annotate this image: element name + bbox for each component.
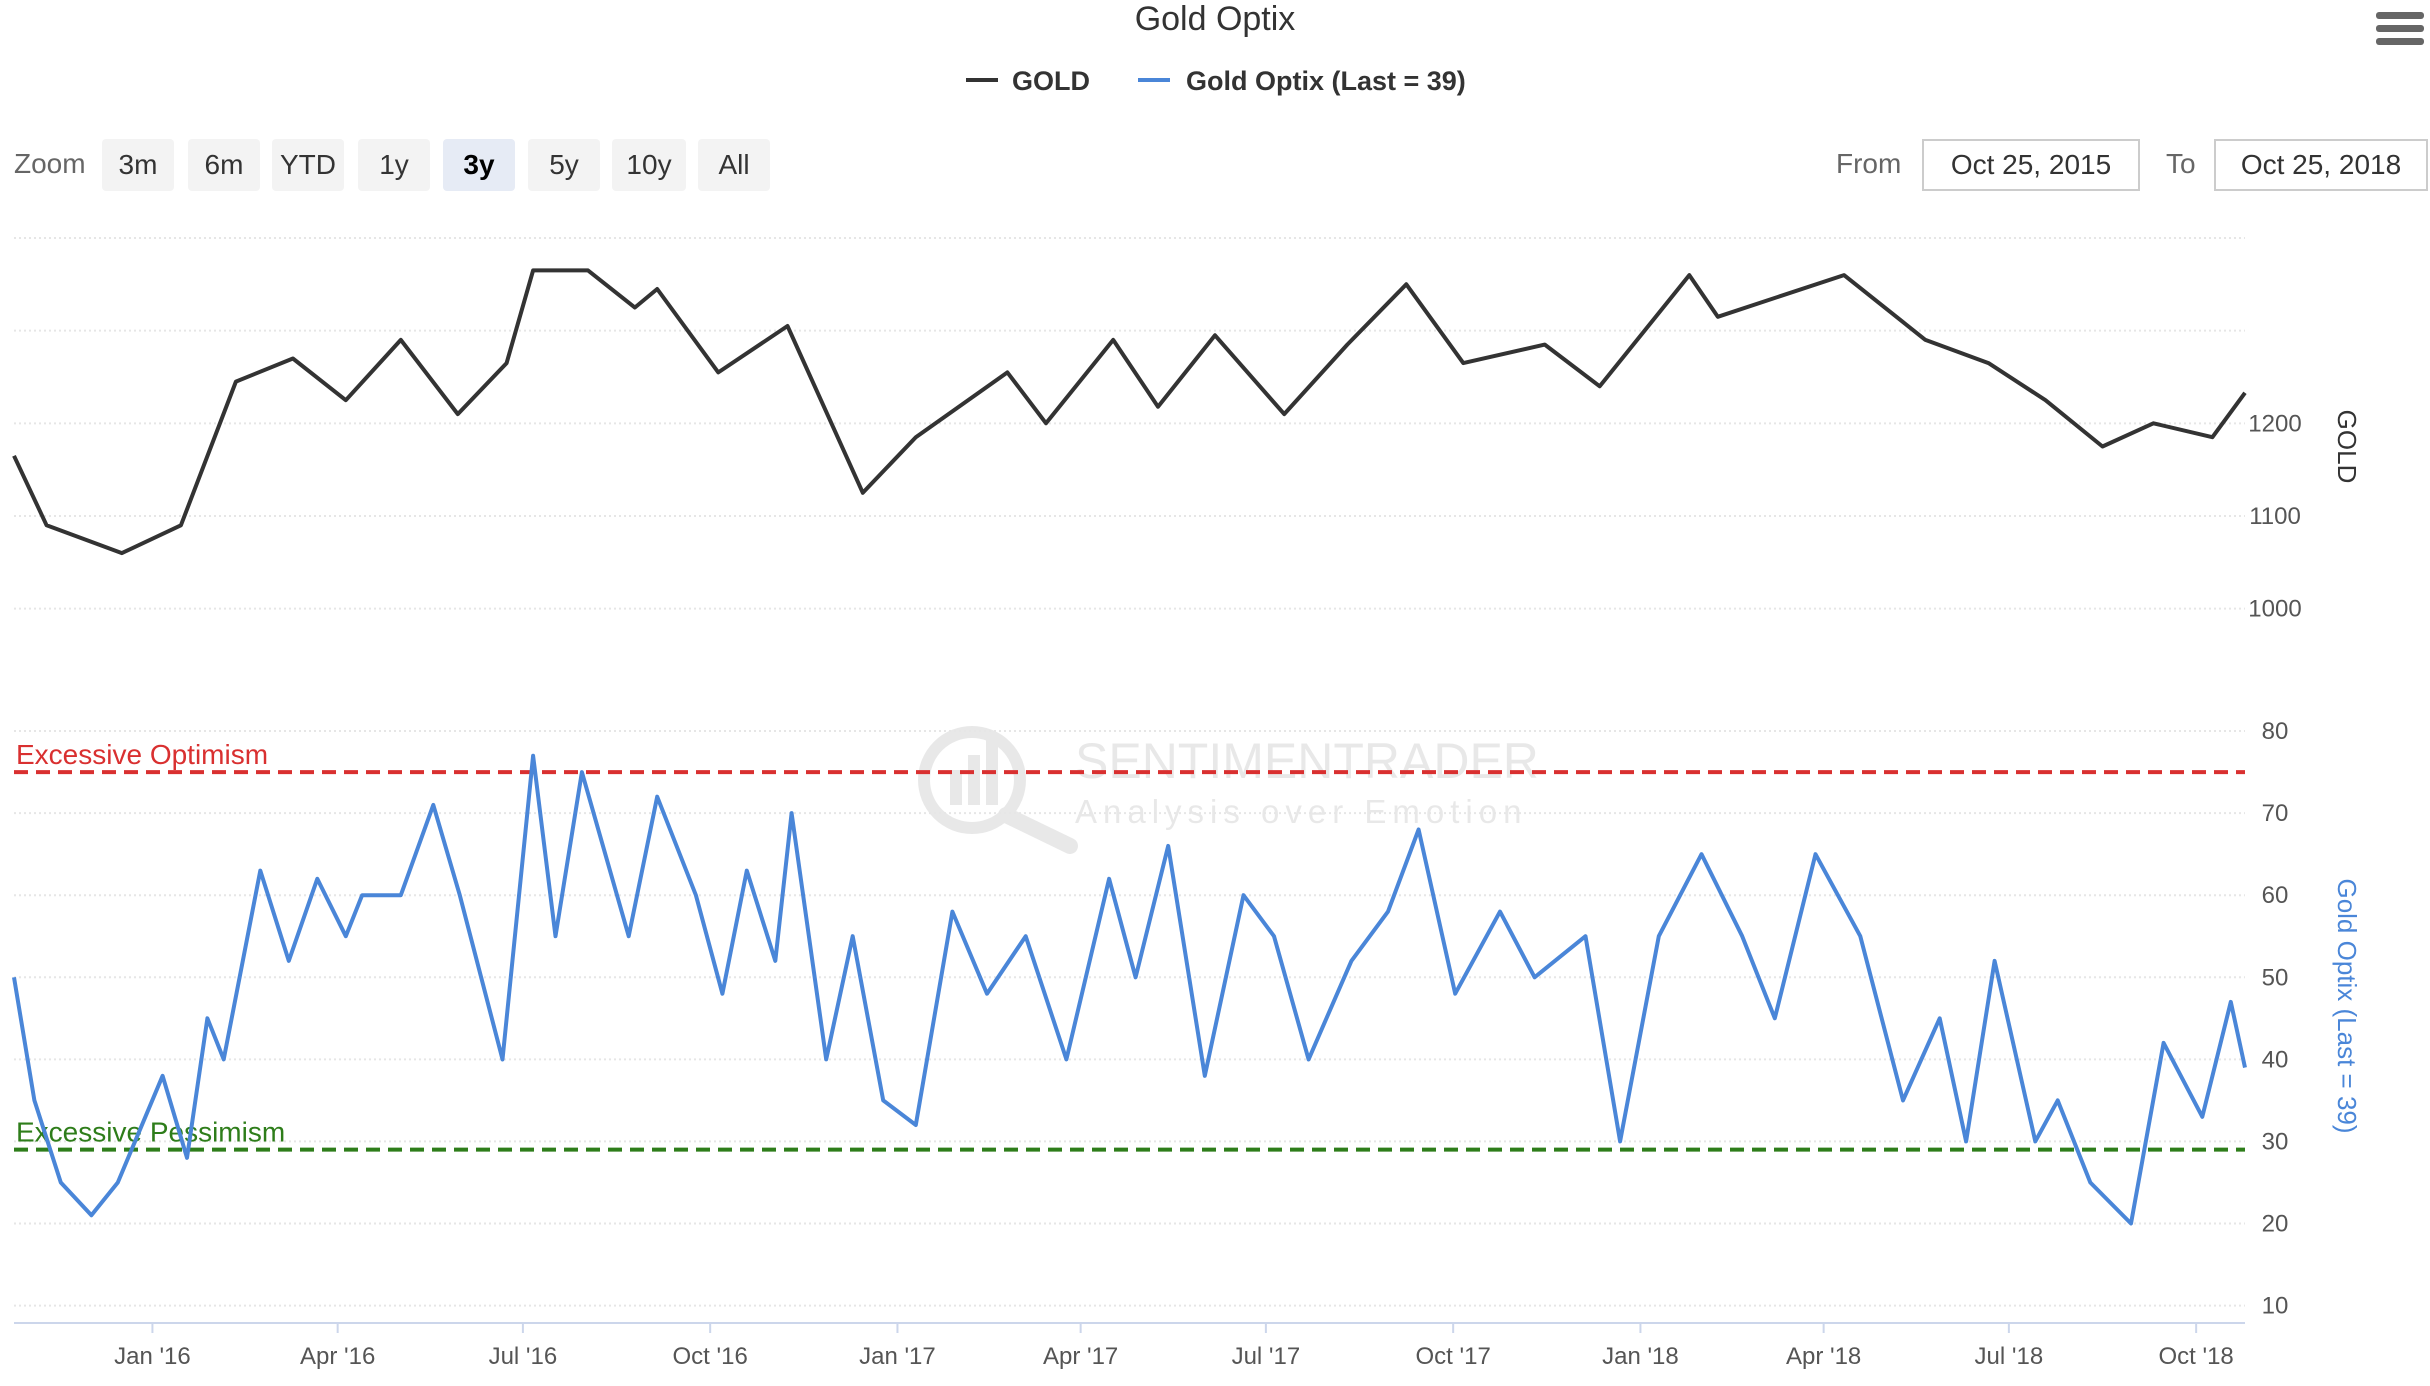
y-tick-label: 70 xyxy=(2262,800,2289,827)
x-tick-label: Jan '18 xyxy=(1602,1343,1679,1370)
y-tick-label: 10 xyxy=(2262,1293,2289,1320)
legend-item-gold-optix[interactable]: Gold Optix (Last = 39) xyxy=(1138,66,1466,96)
zoom-label: Zoom xyxy=(14,148,86,179)
y-tick-label: 1100 xyxy=(2249,503,2301,530)
x-tick-label: Jan '17 xyxy=(859,1343,936,1370)
legend-label-gold-optix: Gold Optix (Last = 39) xyxy=(1186,66,1466,96)
y-tick-label: 60 xyxy=(2262,882,2289,909)
watermark-tagline: Analysis over Emotion xyxy=(1075,793,1527,830)
from-label: From xyxy=(1836,148,1902,179)
zoom-6m-button[interactable]: 6m xyxy=(188,139,260,191)
zoom-5y-button[interactable]: 5y xyxy=(528,139,600,191)
gold-series-line[interactable] xyxy=(12,268,2247,556)
x-axis: Jan '16 Apr '16 Jul '16 Oct '16 Jan '17 Apr '… xyxy=(114,1323,2234,1370)
optix-series-line[interactable] xyxy=(12,753,2247,1226)
to-label: To xyxy=(2166,148,2196,179)
zoom-3m-button[interactable]: 3m xyxy=(102,139,174,191)
zoom-ytd-button[interactable]: YTD xyxy=(272,139,344,191)
x-tick-label: Oct '17 xyxy=(1416,1343,1491,1370)
x-tick-label: Apr '17 xyxy=(1043,1343,1118,1370)
x-tick-label: Apr '16 xyxy=(300,1343,375,1370)
zoom-10y-button[interactable]: 10y xyxy=(612,139,686,191)
optix-gridlines xyxy=(14,730,2245,1307)
y-tick-label: 40 xyxy=(2262,1046,2289,1073)
legend-label-gold: GOLD xyxy=(1012,66,1090,96)
y-tick-label: 1200 xyxy=(2248,410,2301,437)
zoom-all-button[interactable]: All xyxy=(698,139,770,191)
gold-y-axis: 1000 1100 1200 xyxy=(2248,410,2301,622)
gold-panel: 1000 1100 1200 GOLD xyxy=(12,237,2362,623)
optix-y-axis: 10 20 30 40 50 60 70 80 xyxy=(2262,718,2289,1320)
zoom-1y-button[interactable]: 1y xyxy=(358,139,430,191)
to-date-input[interactable]: Oct 25, 2018 xyxy=(2214,139,2428,191)
x-tick-label: Jul '18 xyxy=(1975,1343,2044,1370)
y-tick-label: 20 xyxy=(2262,1211,2289,1238)
hamburger-menu-icon[interactable] xyxy=(2376,12,2424,52)
gold-axis-title: GOLD xyxy=(2332,410,2362,484)
from-date-input[interactable]: Oct 25, 2015 xyxy=(1922,139,2140,191)
y-tick-label: 1000 xyxy=(2248,596,2301,623)
watermark: SENTIMENTRADER Analysis over Emotion xyxy=(918,726,1539,854)
watermark-magnifier-icon xyxy=(918,726,1026,834)
watermark-bar-1 xyxy=(950,770,962,805)
reference-lines: Excessive Optimism Excessive Pessimism xyxy=(14,739,2245,1152)
watermark-bar-2 xyxy=(968,755,980,805)
x-tick-label: Oct '16 xyxy=(673,1343,748,1370)
x-tick-label: Oct '18 xyxy=(2159,1343,2234,1370)
watermark-brand: SENTIMENTRADER xyxy=(1075,733,1539,789)
legend-item-gold[interactable]: GOLD xyxy=(966,66,1090,96)
legend: GOLD Gold Optix (Last = 39) xyxy=(966,66,1466,96)
x-tick-label: Jul '17 xyxy=(1232,1343,1301,1370)
chart-title: Gold Optix xyxy=(1135,0,1296,38)
y-tick-label: 50 xyxy=(2262,964,2289,991)
watermark-magnifier-handle xyxy=(998,807,1078,854)
gold-gridlines xyxy=(14,237,2245,610)
x-tick-label: Jan '16 xyxy=(114,1343,191,1370)
reference-line-label: Excessive Optimism xyxy=(16,739,268,770)
reference-line-label: Excessive Pessimism xyxy=(16,1117,285,1148)
y-tick-label: 30 xyxy=(2262,1128,2289,1155)
zoom-3y-button[interactable]: 3y xyxy=(443,139,515,191)
y-tick-label: 80 xyxy=(2262,718,2289,745)
x-tick-label: Jul '16 xyxy=(489,1343,558,1370)
x-tick-label: Apr '18 xyxy=(1786,1343,1861,1370)
optix-axis-title: Gold Optix (Last = 39) xyxy=(2332,878,2362,1133)
